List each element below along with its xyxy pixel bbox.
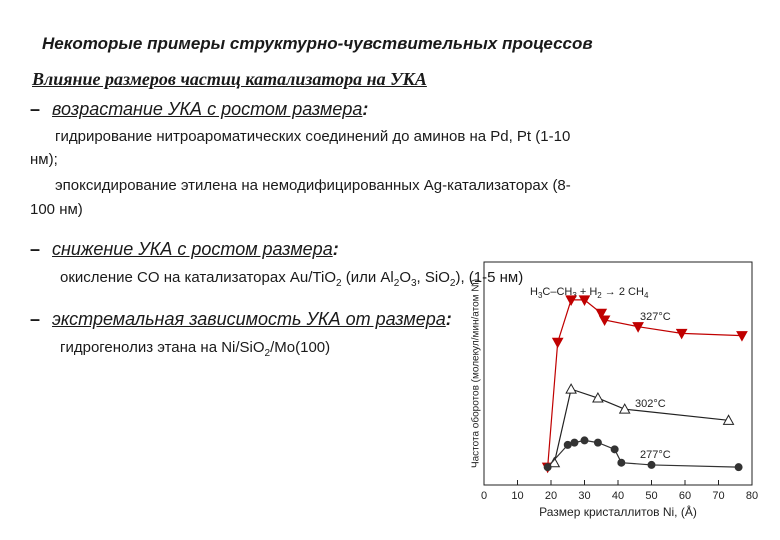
slide-title: Некоторые примеры структурно-чувствитель…: [42, 34, 593, 53]
marker: [734, 463, 743, 472]
marker: [551, 337, 564, 349]
series-label: 277°C: [640, 449, 671, 461]
series-label: 327°C: [640, 311, 671, 323]
body-line: 100 нм): [30, 201, 83, 218]
text-run: гидрогенолиз этана на Ni/SiO: [60, 339, 265, 356]
series-label: 302°C: [635, 398, 666, 410]
text-run: , SiO: [416, 269, 450, 286]
x-tick-label: 0: [481, 490, 487, 502]
text-run: H: [530, 286, 538, 298]
dash: –: [30, 239, 41, 259]
marker: [675, 328, 688, 340]
marker: [647, 460, 656, 469]
x-tick-label: 40: [612, 490, 624, 502]
body-line: эпоксидирование этилена на немодифициров…: [55, 177, 571, 194]
subscript: 3: [538, 291, 543, 300]
colon: :: [332, 239, 339, 259]
marker: [618, 403, 631, 414]
subscript: 4: [644, 291, 649, 300]
marker: [598, 315, 611, 327]
x-tick-label: 30: [578, 490, 590, 502]
subscript: 2: [597, 291, 602, 300]
text-run: (или Al: [341, 269, 394, 286]
reaction: H3C–CH3 + H2 → 2 CH4: [530, 286, 649, 300]
y-axis-label: Частота оборотов (молекул/мин/атом Ni): [470, 279, 482, 468]
section-heading: – возрастание УКА с ростом размера:: [30, 99, 368, 120]
marker: [593, 438, 602, 447]
body-line: гидрогенолиз этана на Ni/SiO2/Mo(100): [60, 339, 330, 359]
marker: [565, 383, 577, 394]
x-tick-label: 60: [679, 490, 691, 502]
marker: [610, 445, 619, 454]
marker: [563, 440, 572, 449]
heading-text: возрастание УКА с ростом размера: [52, 99, 363, 119]
text-run: + H: [577, 286, 598, 298]
colon: :: [362, 99, 369, 119]
text-run: /Mo(100): [270, 339, 331, 356]
body-line: окисление CO на катализаторах Au/TiO2 (и…: [60, 269, 523, 289]
heading-text: экстремальная зависимость УКА от размера: [52, 309, 446, 329]
x-tick-label: 80: [746, 490, 758, 502]
marker: [632, 322, 644, 333]
subscript: 2: [393, 278, 400, 289]
marker: [570, 438, 579, 447]
text-run: окисление CO на катализаторах Au/TiO: [60, 269, 336, 286]
marker: [722, 414, 735, 425]
chart: 0 10 20 30 40 50 60 70 80 Размер кристаллитов Ni,…: [470, 261, 758, 519]
marker: [617, 458, 626, 467]
body-line: гидрирование нитроароматических соединен…: [55, 128, 571, 145]
section-heading: – снижение УКА с ростом размера:: [30, 239, 339, 260]
text-run: → 2 CH: [602, 286, 644, 298]
section-heading: – экстремальная зависимость УКА от размер…: [30, 309, 452, 330]
marker: [736, 331, 748, 342]
x-tick-label: 70: [712, 490, 724, 502]
colon: :: [445, 309, 452, 329]
marker: [595, 308, 608, 320]
text-run: ), (1-5 нм): [455, 269, 524, 286]
subscript: 2: [336, 278, 342, 289]
marker: [543, 463, 552, 472]
subscript: 2: [449, 278, 456, 289]
dash: –: [30, 99, 41, 119]
text-run: O: [399, 269, 411, 286]
body-line: нм);: [30, 151, 58, 168]
marker: [580, 436, 589, 445]
x-tick-label: 20: [545, 490, 557, 502]
marker: [565, 295, 577, 306]
slide-subtitle: Влияние размеров частиц катализатора на …: [32, 69, 427, 89]
subscript: 2: [264, 348, 271, 359]
x-axis-label: Размер кристаллитов Ni, (Å): [539, 504, 697, 519]
subscript: 3: [410, 278, 417, 289]
marker: [578, 295, 591, 306]
dash: –: [30, 309, 41, 329]
text-run: C–CH: [542, 286, 572, 298]
x-tick-label: 10: [511, 490, 523, 502]
x-tick-label: 50: [645, 490, 657, 502]
heading-text: снижение УКА с ростом размера: [52, 239, 333, 259]
marker: [592, 392, 604, 403]
